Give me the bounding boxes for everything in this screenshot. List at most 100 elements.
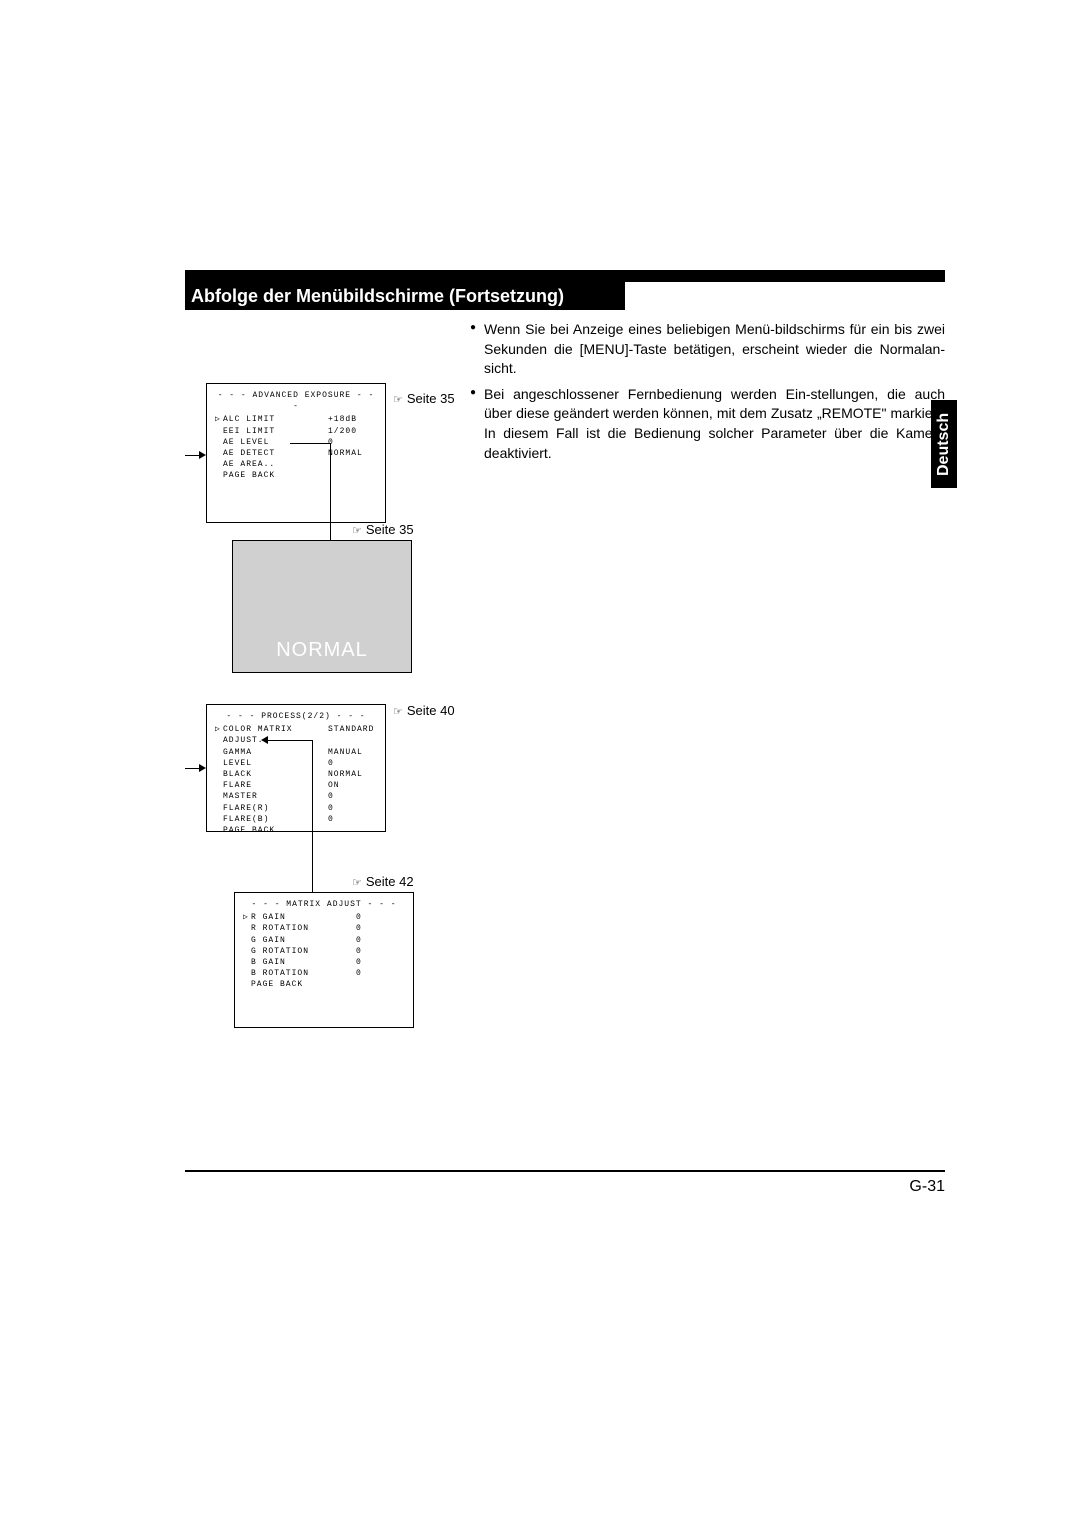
cursor-icon bbox=[243, 968, 251, 979]
arrow-right-icon bbox=[199, 451, 206, 459]
cursor-icon bbox=[215, 791, 223, 802]
page-number: G-31 bbox=[909, 1178, 945, 1196]
menu-row: FLARE(R)0 bbox=[215, 803, 377, 814]
connector-line bbox=[267, 740, 312, 741]
page-ref-text: Seite 42 bbox=[366, 874, 414, 889]
menu-key: PAGE BACK bbox=[223, 470, 328, 481]
menu-row: FLAREON bbox=[215, 780, 377, 791]
menu-row: LEVEL0 bbox=[215, 758, 377, 769]
page-title-text: Abfolge der Menübildschirme (Fortsetzung… bbox=[191, 286, 564, 307]
menu-value: 0 bbox=[356, 946, 362, 957]
menu-value: NORMAL bbox=[328, 769, 363, 780]
menu-header: - - - MATRIX ADJUST - - - bbox=[243, 899, 405, 910]
menu-normal-preview: NORMAL bbox=[232, 540, 412, 673]
menu-row: B GAIN0 bbox=[243, 957, 405, 968]
menu-key: ALC LIMIT bbox=[223, 414, 328, 425]
menu-value: 0 bbox=[328, 758, 334, 769]
cursor-icon bbox=[243, 946, 251, 957]
menu-value: NORMAL bbox=[328, 448, 363, 459]
menu-row: MASTER0 bbox=[215, 791, 377, 802]
menu-row: G GAIN0 bbox=[243, 935, 405, 946]
menu-value: 0 bbox=[328, 803, 334, 814]
cursor-icon bbox=[215, 459, 223, 470]
connector-line bbox=[290, 443, 330, 444]
cursor-icon bbox=[215, 758, 223, 769]
menu-key: B GAIN bbox=[251, 957, 356, 968]
menu-key: G ROTATION bbox=[251, 946, 356, 957]
menu-row: BLACKNORMAL bbox=[215, 769, 377, 780]
page-ref-text: Seite 40 bbox=[407, 703, 455, 718]
menu-value: STANDARD bbox=[328, 724, 374, 735]
reference-icon: ☞ bbox=[352, 525, 362, 537]
reference-icon: ☞ bbox=[393, 706, 403, 718]
cursor-icon bbox=[243, 957, 251, 968]
menu-row: ▷COLOR MATRIXSTANDARD bbox=[215, 724, 377, 735]
menu-header: - - - PROCESS(2/2) - - - bbox=[215, 711, 377, 722]
menu-row: PAGE BACK bbox=[215, 470, 377, 481]
cursor-icon bbox=[215, 747, 223, 758]
connector-line bbox=[330, 523, 331, 540]
bullet-2: Bei angeschlossener Fernbedienung werden… bbox=[470, 385, 945, 463]
menu-row: B ROTATION0 bbox=[243, 968, 405, 979]
page-ref-1: ☞ Seite 35 bbox=[393, 391, 455, 406]
connector-line bbox=[312, 740, 313, 832]
menu-key: PAGE BACK bbox=[251, 979, 356, 990]
menu-value: 0 bbox=[356, 923, 362, 934]
menu-row: GAMMAMANUAL bbox=[215, 747, 377, 758]
menu-row: ▷R GAIN0 bbox=[243, 912, 405, 923]
cursor-icon bbox=[215, 426, 223, 437]
menu-row: ▷ALC LIMIT+18dB bbox=[215, 414, 377, 425]
cursor-icon bbox=[215, 769, 223, 780]
cursor-icon bbox=[215, 780, 223, 791]
menu-key: EEI LIMIT bbox=[223, 426, 328, 437]
cursor-icon bbox=[215, 437, 223, 448]
menu-key: AE AREA.. bbox=[223, 459, 328, 470]
normal-label: NORMAL bbox=[276, 639, 368, 662]
menu-row: EEI LIMIT1/200 bbox=[215, 426, 377, 437]
menu-header: - - - ADVANCED EXPOSURE - - - bbox=[215, 390, 377, 412]
cursor-icon bbox=[215, 470, 223, 481]
arrow-left-icon bbox=[261, 736, 268, 744]
connector-line bbox=[185, 768, 199, 769]
menu-row: R ROTATION0 bbox=[243, 923, 405, 934]
menu-row: PAGE BACK bbox=[243, 979, 405, 990]
page-ref-text: Seite 35 bbox=[366, 522, 414, 537]
page-ref-3: ☞ Seite 40 bbox=[393, 703, 455, 718]
arrow-right-icon bbox=[199, 764, 206, 772]
cursor-icon: ▷ bbox=[215, 724, 223, 735]
reference-icon: ☞ bbox=[352, 877, 362, 889]
reference-icon: ☞ bbox=[393, 394, 403, 406]
menu-key: AE DETECT bbox=[223, 448, 328, 459]
menu-value: 1/200 bbox=[328, 426, 357, 437]
menu-value: 0 bbox=[356, 957, 362, 968]
menu-row: FLARE(B)0 bbox=[215, 814, 377, 825]
cursor-icon bbox=[215, 825, 223, 836]
menu-value: 0 bbox=[356, 912, 362, 923]
cursor-icon bbox=[243, 935, 251, 946]
bullet-1: Wenn Sie bei Anzeige eines beliebigen Me… bbox=[470, 320, 945, 379]
cursor-icon bbox=[215, 803, 223, 814]
menu-value: 0 bbox=[328, 814, 334, 825]
menu-row: AE AREA.. bbox=[215, 459, 377, 470]
menu-advanced-exposure: - - - ADVANCED EXPOSURE - - - ▷ALC LIMIT… bbox=[206, 383, 386, 523]
menu-value: ON bbox=[328, 780, 340, 791]
page-ref-text: Seite 35 bbox=[407, 391, 455, 406]
menu-row: PAGE BACK bbox=[215, 825, 377, 836]
menu-key: COLOR MATRIX bbox=[223, 724, 328, 735]
language-tab-text: Deutsch bbox=[935, 412, 953, 475]
header-black-bar bbox=[185, 270, 945, 282]
menu-row: G ROTATION0 bbox=[243, 946, 405, 957]
menu-key: B ROTATION bbox=[251, 968, 356, 979]
page-title: Abfolge der Menübildschirme (Fortsetzung… bbox=[185, 282, 625, 310]
cursor-icon bbox=[243, 979, 251, 990]
menu-value: 0 bbox=[356, 968, 362, 979]
menu-key: G GAIN bbox=[251, 935, 356, 946]
menu-value: 0 bbox=[356, 935, 362, 946]
cursor-icon bbox=[215, 448, 223, 459]
connector-line bbox=[185, 455, 199, 456]
cursor-icon bbox=[243, 923, 251, 934]
connector-line bbox=[330, 443, 331, 523]
menu-value: 0 bbox=[328, 791, 334, 802]
menu-key: R ROTATION bbox=[251, 923, 356, 934]
menu-row: AE DETECTNORMAL bbox=[215, 448, 377, 459]
